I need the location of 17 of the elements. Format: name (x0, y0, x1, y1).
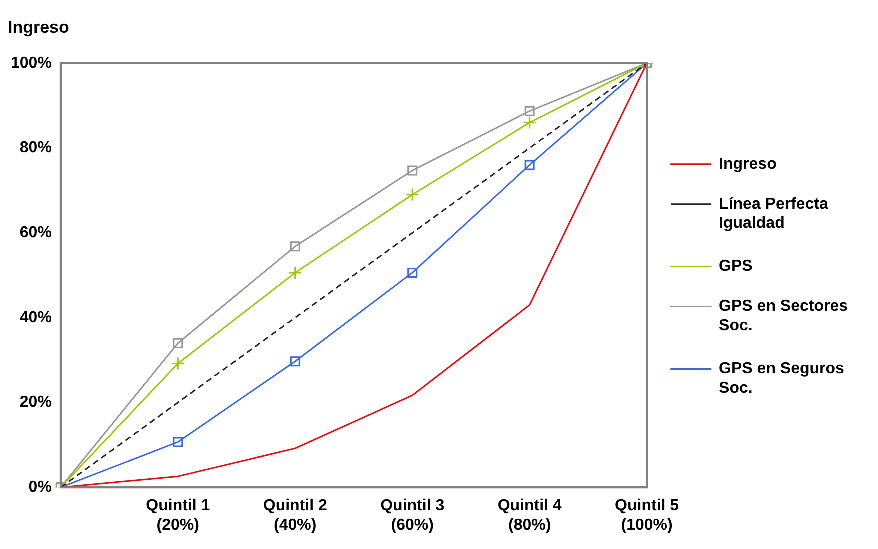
y-tick-label: 80% (20, 140, 52, 157)
x-tick-label: Quintil 1 (20%) (146, 498, 210, 534)
legend-label: GPS (719, 258, 754, 276)
y-tick-label: 60% (20, 224, 52, 242)
x-tick-label: Quintil 3 (60%) (380, 498, 445, 534)
x-tick-label: Quintil 4 (80%) (498, 498, 562, 534)
x-tick-label: Quintil 5 (100%) (615, 498, 680, 534)
chart-title: Ingreso (8, 18, 70, 37)
legend-label: GPS en Sectores Soc. (719, 298, 848, 334)
y-tick-label: 100% (11, 54, 52, 72)
y-tick-label: 40% (20, 309, 52, 326)
y-tick-label: 0% (28, 479, 52, 496)
legend-label: Línea Perfecta Igualdad (719, 196, 829, 232)
legend-label: GPS en Seguros Soc. (719, 360, 845, 397)
y-tick-label: 20% (20, 394, 52, 412)
legend-label: Ingreso (719, 156, 778, 173)
x-tick-label: Quintil 2 (40%) (263, 498, 328, 534)
